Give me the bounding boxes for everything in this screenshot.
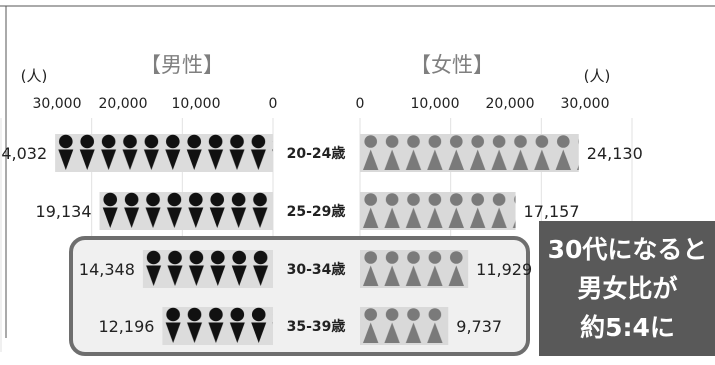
x-tick-label-right: 10,000: [411, 96, 460, 112]
category-label: 25-29歳: [287, 203, 346, 220]
male-value-label: 24,032: [0, 144, 47, 163]
unit-right: (人): [584, 67, 611, 85]
female-bar: [360, 307, 449, 345]
male-bar: [55, 134, 274, 172]
x-tick-label-right: 20,000: [486, 96, 535, 112]
callout-line-1: 30代になると: [547, 235, 708, 264]
female-value-label: 9,737: [456, 317, 502, 336]
female-bar: [360, 134, 579, 172]
x-tick-label-right: 0: [356, 96, 365, 112]
x-tick-label-left: 0: [269, 96, 278, 112]
female-bar: [360, 192, 516, 230]
category-label: 20-24歳: [287, 145, 346, 162]
x-tick-label-right: 30,000: [561, 96, 610, 112]
x-tick-label-left: 30,000: [33, 96, 82, 112]
unit-left: (人): [21, 67, 48, 85]
female-value-label: 24,130: [587, 144, 643, 163]
legend-male: 【男性】: [140, 53, 224, 77]
male-value-label: 19,134: [36, 202, 92, 221]
male-value-label: 12,196: [98, 317, 154, 336]
x-tick-label-left: 20,000: [99, 96, 148, 112]
male-bar: [99, 192, 273, 230]
callout-box: 30代になると 男女比が 約5:4に: [539, 221, 715, 356]
category-label: 35-39歳: [287, 318, 346, 335]
male-bar: [142, 250, 273, 288]
female-bar: [360, 250, 469, 288]
female-value-label: 17,157: [524, 202, 580, 221]
category-label: 30-34歳: [287, 261, 346, 278]
x-tick-label-left: 10,000: [172, 96, 221, 112]
female-value-label: 11,929: [476, 260, 532, 279]
callout-line-3: 約5:4に: [580, 313, 675, 342]
male-value-label: 14,348: [79, 260, 135, 279]
male-bar: [162, 307, 273, 345]
callout-line-2: 男女比が: [577, 274, 678, 303]
legend-female: 【女性】: [410, 53, 494, 77]
